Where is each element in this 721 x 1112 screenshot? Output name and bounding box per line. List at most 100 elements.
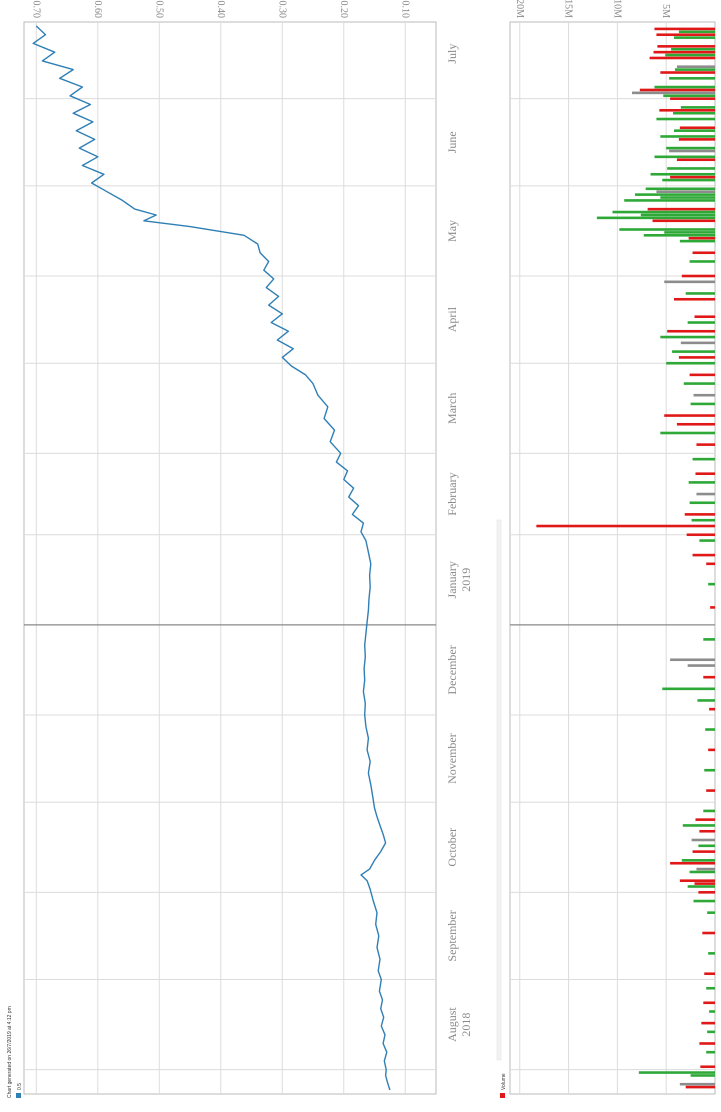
month-label: January 2019 [445,561,473,598]
price-tick-label: 0.10 [399,1,410,19]
volume-legend: Volume [500,1073,507,1098]
volume-bar [659,109,715,112]
volume-bar [694,315,715,319]
volume-bar [687,885,715,888]
volume-bar [666,361,715,365]
volume-bar [679,879,715,882]
volume-bar [619,228,715,231]
price-legend-label: 0.5 [17,1083,23,1090]
volume-bar [692,850,715,853]
volume-bar [696,443,715,446]
volume-bar [664,414,715,417]
month-label: October [445,828,459,867]
volume-bar [654,155,715,159]
month-label: March [445,393,459,424]
volume-bar [679,1082,715,1086]
volume-bar [674,297,715,301]
volume-bar [664,280,715,284]
volume-bar [704,972,715,976]
volume-bar [653,50,715,54]
volume-scrollbar[interactable] [496,519,502,1061]
volume-bar [536,524,715,528]
volume-bar [654,85,715,89]
volume-bar [681,859,715,862]
volume-bar [670,97,715,100]
volume-bar [689,260,715,263]
volume-bar [676,65,715,68]
volume-bar [670,658,715,662]
volume-bar [686,533,715,537]
volume-bar [664,231,715,234]
month-label: December [445,645,459,694]
volume-bar [683,382,715,385]
month-name: October [445,828,459,867]
volume-bar [707,911,715,914]
volume-bar [701,1021,715,1025]
month-year: 2018 [459,1013,473,1037]
volume-bar [634,193,715,196]
volume-bar [680,106,715,109]
volume-bar [689,870,715,874]
volume-bar [690,1074,715,1077]
price-tick-label: 0.30 [276,1,287,19]
volume-bar [669,149,715,153]
volume-tick-label: 15M [563,0,574,18]
volume-bar [698,891,715,894]
volume-bar [660,196,715,199]
volume-bar [706,562,715,566]
volume-bar [703,1001,715,1005]
volume-bar [691,518,715,522]
volume-bars [536,27,715,1089]
volume-bar [688,481,715,484]
volume-bar [638,1071,715,1074]
volume-bar [684,513,715,516]
volume-bar [656,190,715,194]
volume-tick-label: 10M [611,0,622,18]
volume-chart: 20M 15M 10M 5M [496,0,716,1095]
volume-bar [691,838,715,842]
volume-tick-label: 20M [514,0,525,18]
volume-tick-group: 5M [660,4,671,18]
volume-bar [656,33,715,37]
volume-bar [657,45,715,48]
volume-bar [660,431,715,435]
volume-bar [708,952,715,955]
volume-bar [679,126,715,130]
volume-bar [665,53,715,57]
month-name: November [445,733,459,784]
price-chart: 0.70 0.60 0.50 0.40 0.30 0.20 0.10 [23,1,437,1095]
month-name: March [445,393,459,424]
month-name: May [445,220,459,242]
volume-bar [699,829,715,833]
volume-bar [632,91,715,95]
volume-y-axis: 20M 15M 10M 5M [514,0,671,18]
month-label: November [445,733,459,784]
volume-bar [699,539,715,542]
price-tick-group: 0.20 [338,1,349,19]
volume-bar [674,36,715,39]
volume-bar [680,341,715,345]
generated-on-text: Chart generated on 26/7/2019 at 4:12 pm [7,1006,13,1098]
volume-legend-label: Volume [501,1073,507,1090]
volume-bar [685,292,715,295]
volume-tick-group: 15M [563,0,574,18]
month-label: April [445,306,459,332]
volume-bar [697,699,715,702]
volume-bar [624,199,715,202]
volume-bar [688,236,715,240]
volume-bar [670,175,715,179]
price-tick-label: 0.40 [215,1,226,19]
month-label: June [445,131,459,153]
volume-bar [689,501,715,505]
price-tick-group: 0.70 [30,1,41,19]
volume-bar [706,986,715,990]
price-tick-label: 0.70 [30,1,41,19]
volume-bar [700,1065,715,1069]
volume-bar [639,88,715,92]
volume-bar [652,219,715,223]
volume-bar [667,167,715,170]
volume-bar [687,321,715,324]
volume-bar [662,687,715,691]
price-tick-group: 0.10 [399,1,410,19]
